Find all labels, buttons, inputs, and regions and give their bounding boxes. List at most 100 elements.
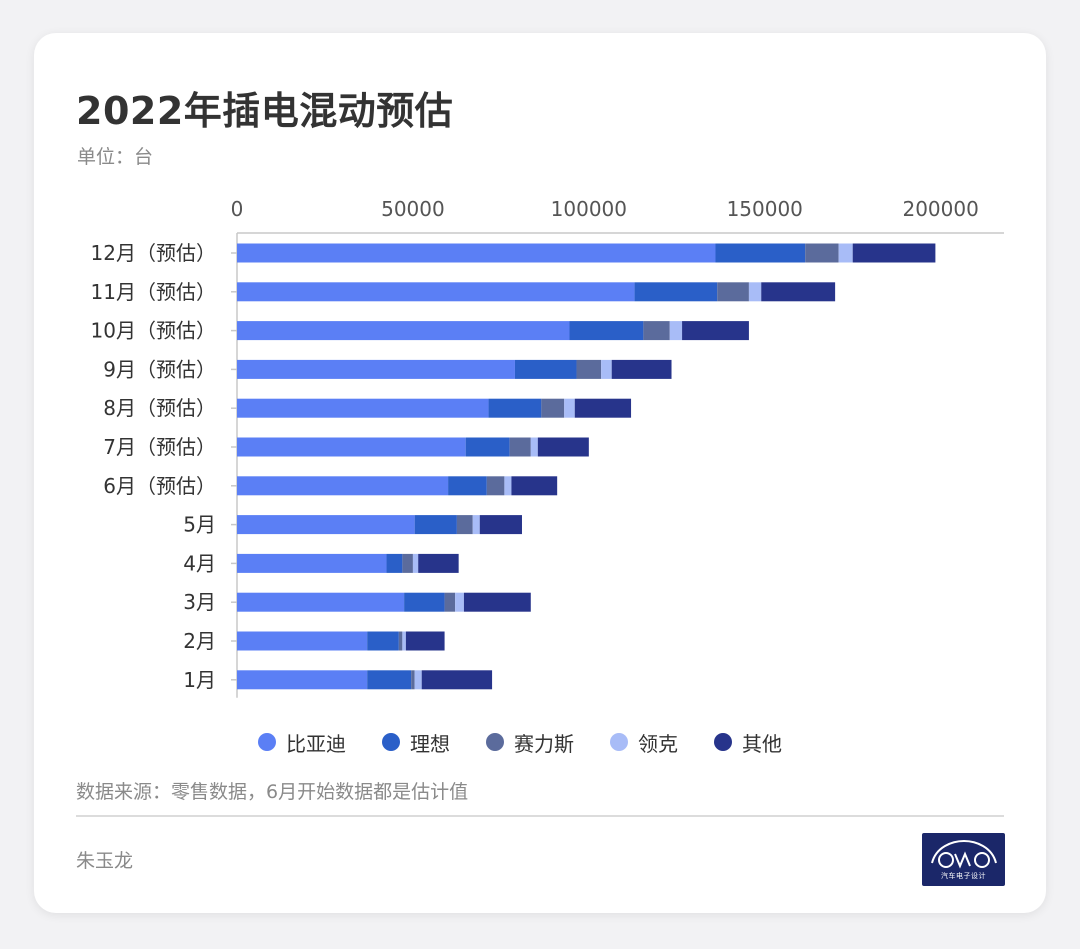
bar-segment	[748, 282, 762, 302]
bar-segment	[761, 282, 836, 302]
bar-segment	[367, 631, 399, 651]
chart-subtitle: 单位：台	[77, 146, 154, 168]
bar-segment	[504, 476, 512, 496]
bar-segment	[402, 553, 413, 573]
legend-label: 比亚迪	[286, 731, 346, 756]
bar-segment	[237, 476, 449, 496]
bar-segment	[237, 398, 489, 418]
bar-segment	[448, 476, 487, 496]
legend-label: 领克	[638, 731, 678, 756]
bar-segment	[601, 359, 612, 379]
bar-segment	[386, 553, 403, 573]
legend-item: 其他	[714, 728, 782, 757]
x-tick-label: 150000	[727, 197, 803, 221]
bar-segment	[237, 515, 415, 535]
bar-segment	[634, 282, 718, 302]
bar-segment	[669, 321, 683, 341]
legend-item: 赛力斯	[486, 728, 574, 757]
bar-segment	[488, 398, 542, 418]
bar-segment	[398, 631, 403, 651]
legend-swatch	[610, 733, 628, 751]
legend-label: 赛力斯	[514, 731, 574, 756]
y-category-label: 11月（预估）	[91, 280, 216, 304]
y-category-label: 1月	[183, 668, 216, 692]
bar-segment	[838, 243, 853, 263]
bar-segment	[576, 359, 602, 379]
car-logo-icon	[931, 839, 997, 869]
x-tick-label: 100000	[551, 197, 627, 221]
y-category-label: 5月	[183, 513, 216, 537]
bar-segment	[402, 631, 406, 651]
chart-legend: 比亚迪 理想 赛力斯 领克 其他	[258, 725, 818, 759]
bar-segment	[237, 592, 405, 612]
y-category-label: 4月	[183, 551, 216, 575]
bar-segment	[421, 670, 493, 690]
bar-segment	[486, 476, 505, 496]
y-category-label: 10月（预估）	[91, 319, 216, 343]
legend-label: 其他	[742, 731, 782, 756]
bar-segment	[479, 515, 522, 535]
bar-segment	[237, 631, 368, 651]
bar-segment	[418, 553, 459, 573]
x-tick-label: 0	[231, 197, 244, 221]
data-source-note: 数据来源：零售数据，6月开始数据都是估计值	[76, 781, 469, 803]
bar-segment	[511, 476, 558, 496]
y-category-label: 12月（预估）	[91, 241, 216, 265]
bar-segment	[805, 243, 839, 263]
bar-segment	[537, 437, 589, 457]
y-category-label: 9月（预估）	[103, 357, 216, 381]
bar-segment	[509, 437, 531, 457]
legend-swatch	[382, 733, 400, 751]
bar-segment	[404, 592, 445, 612]
bar-segment	[411, 670, 415, 690]
bar-segment	[237, 359, 515, 379]
stacked-bar-chart: 0 50000 100000 150000 200000 12月（预估） 11月（预估） 10…	[91, 197, 1004, 698]
brand-logo: 汽车电子设计	[922, 833, 1005, 886]
y-category-label: 8月（预估）	[103, 396, 216, 420]
bar-segment	[237, 670, 368, 690]
legend-item: 理想	[382, 728, 450, 757]
y-category-label: 6月（预估）	[103, 474, 216, 498]
legend-swatch	[258, 733, 276, 751]
bar-segment	[611, 359, 672, 379]
footer-divider	[76, 815, 1004, 817]
chart-card	[34, 33, 1046, 913]
x-tick-label: 50000	[381, 197, 445, 221]
bar-segment	[456, 515, 473, 535]
bar-segment	[463, 592, 531, 612]
legend-item: 比亚迪	[258, 728, 346, 757]
bar-segment	[574, 398, 632, 418]
bar-segment	[852, 243, 936, 263]
chart-title: 2022年插电混动预估	[76, 89, 454, 133]
bar-segment	[405, 631, 445, 651]
bar-segment	[237, 553, 387, 573]
bar-segment	[444, 592, 456, 612]
bar-segment	[715, 243, 806, 263]
y-category-label: 3月	[183, 590, 216, 614]
author-name: 朱玉龙	[76, 850, 134, 872]
bar-segment	[514, 359, 577, 379]
bar-segment	[455, 592, 464, 612]
y-category-label: 7月（预估）	[103, 435, 216, 459]
bar-segment	[717, 282, 749, 302]
bar-segment	[530, 437, 538, 457]
bar-segment	[412, 553, 419, 573]
bar-segment	[465, 437, 510, 457]
legend-swatch	[486, 733, 504, 751]
x-tick-label: 200000	[902, 197, 978, 221]
y-category-label: 2月	[183, 629, 216, 653]
legend-label: 理想	[410, 731, 450, 756]
bar-segment	[541, 398, 565, 418]
bar-segment	[237, 282, 635, 302]
bar-segment	[414, 670, 422, 690]
bar-segment	[237, 437, 466, 457]
legend-item: 领克	[610, 728, 678, 757]
bar-segment	[414, 515, 457, 535]
bar-segment	[682, 321, 749, 341]
bar-segment	[237, 243, 716, 263]
bar-segment	[643, 321, 670, 341]
bar-segment	[569, 321, 644, 341]
legend-swatch	[714, 733, 732, 751]
bar-segment	[367, 670, 412, 690]
bar-segment	[237, 321, 570, 341]
